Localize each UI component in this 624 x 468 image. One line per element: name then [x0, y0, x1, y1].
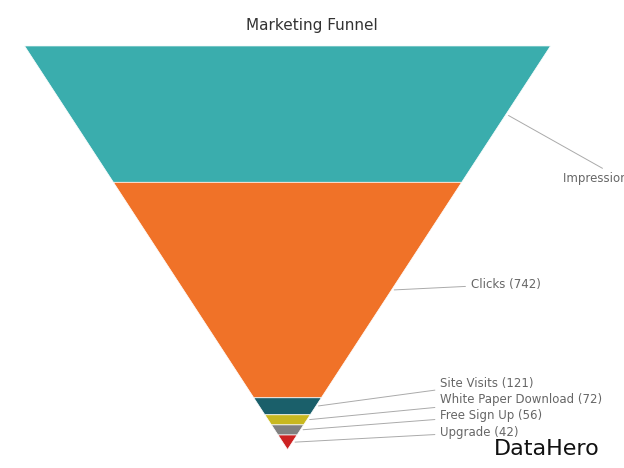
Text: DataHero: DataHero: [494, 439, 600, 459]
Text: Marketing Funnel: Marketing Funnel: [246, 18, 378, 33]
Polygon shape: [278, 435, 297, 450]
Polygon shape: [271, 425, 304, 435]
Polygon shape: [265, 415, 310, 425]
Text: Clicks (742): Clicks (742): [394, 278, 541, 291]
Text: White Paper Download (72): White Paper Download (72): [310, 393, 603, 420]
Text: Impressions (1,163): Impressions (1,163): [509, 116, 624, 185]
Polygon shape: [254, 398, 321, 415]
Text: Free Sign Up (56): Free Sign Up (56): [303, 409, 542, 430]
Text: Site Visits (121): Site Visits (121): [318, 377, 534, 406]
Text: Upgrade (42): Upgrade (42): [295, 425, 519, 442]
Polygon shape: [114, 183, 462, 398]
Polygon shape: [24, 46, 550, 183]
